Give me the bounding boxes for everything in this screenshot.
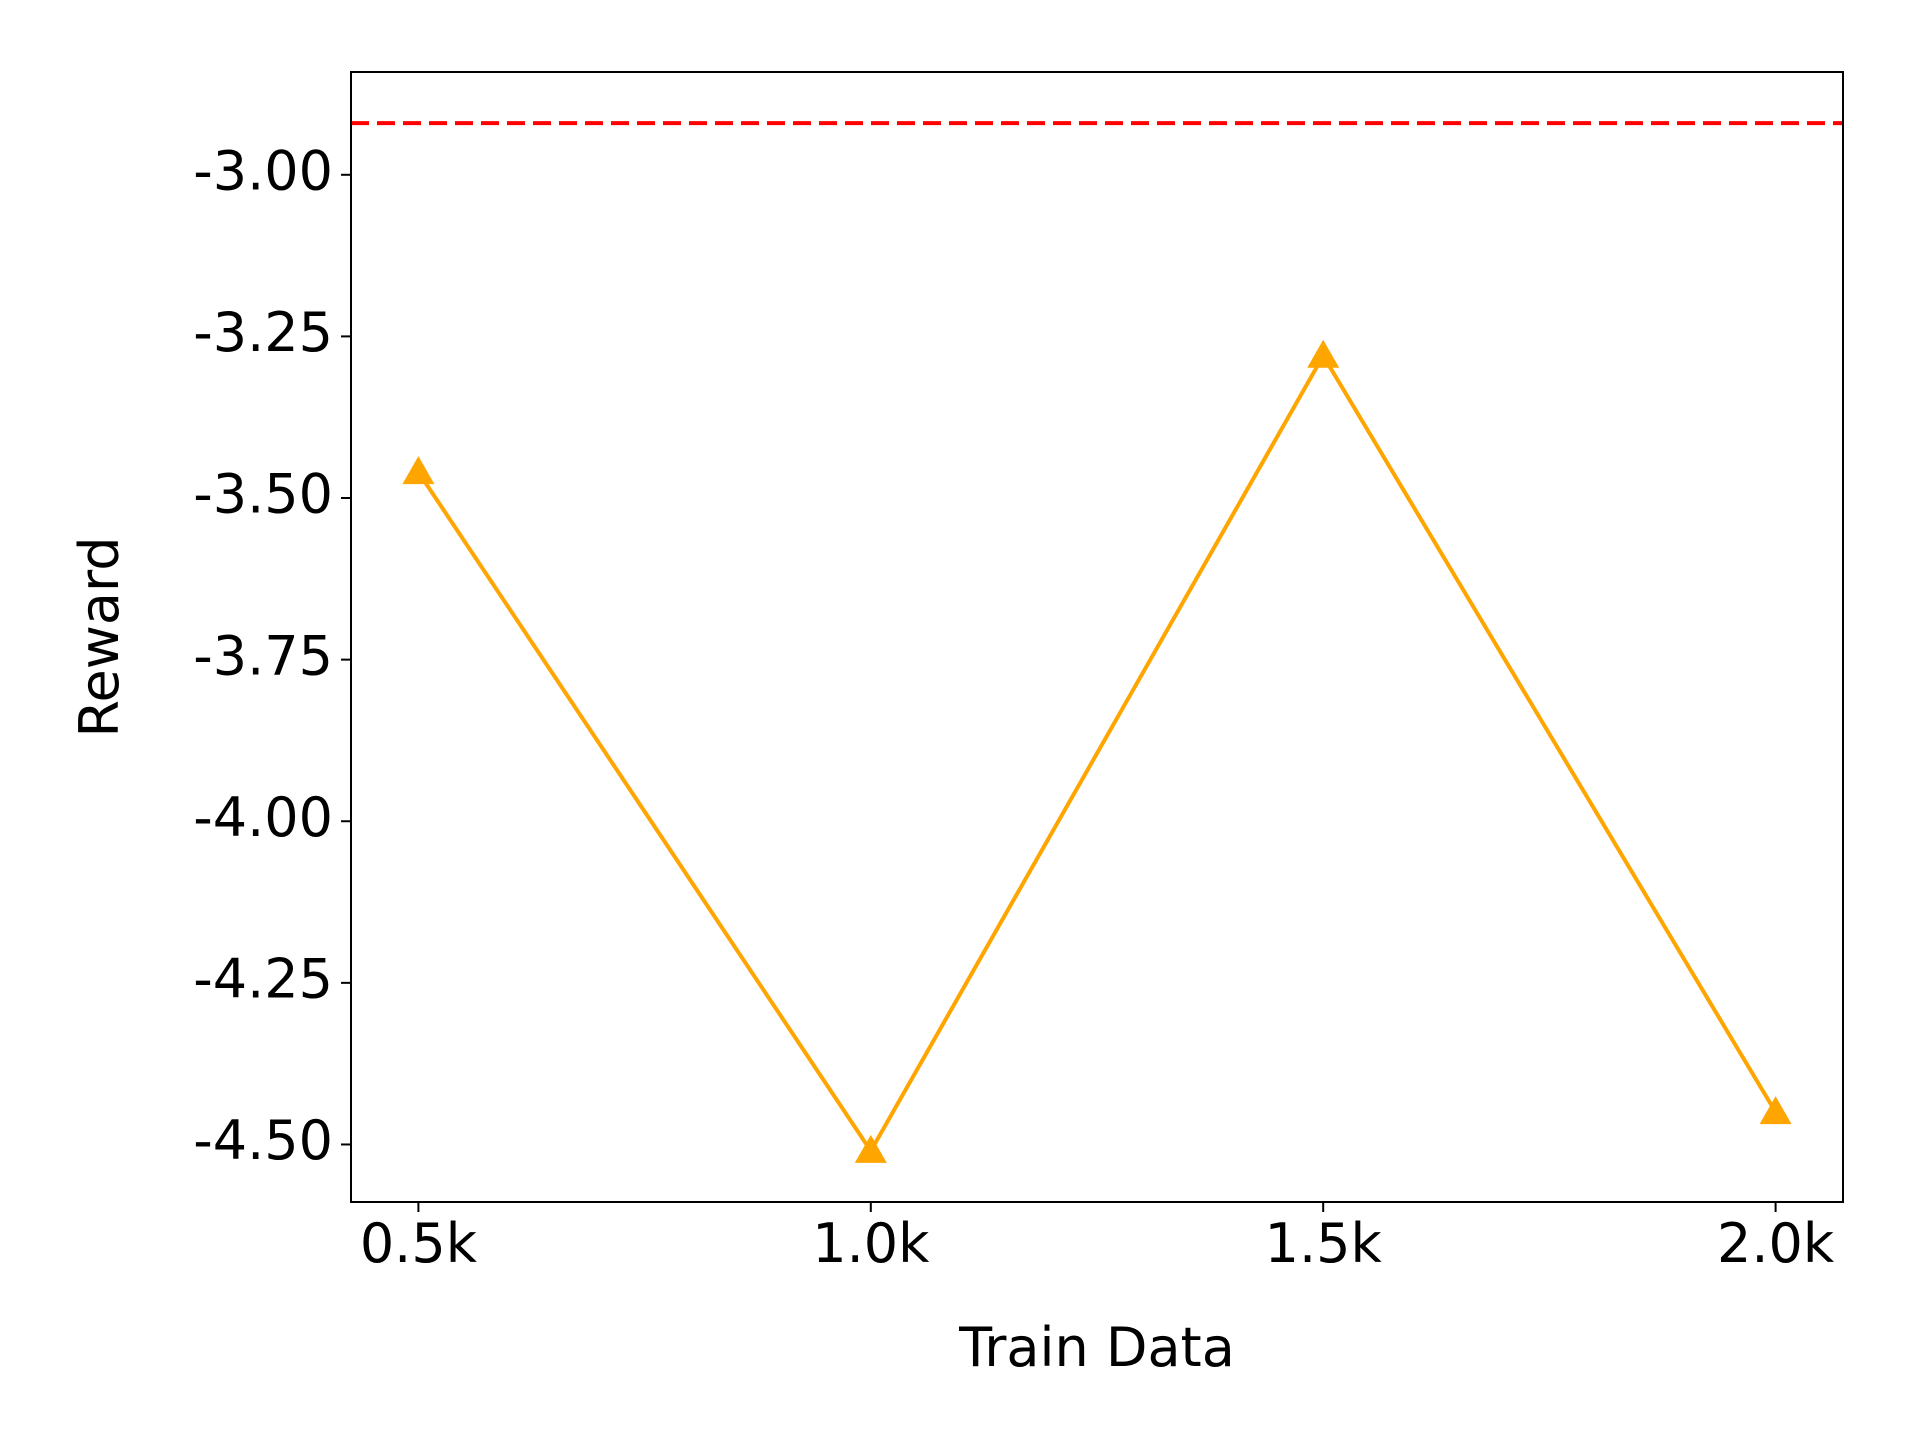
y-tick-label: -4.50 [193, 1109, 333, 1172]
y-tick-label: -4.00 [193, 786, 333, 849]
x-tick-label: 1.0k [812, 1212, 930, 1275]
x-tick-label: 2.0k [1717, 1212, 1835, 1275]
marker [1307, 339, 1340, 368]
plot-frame [350, 71, 1844, 1203]
y-tick-label: -3.00 [193, 139, 333, 202]
marker [1759, 1096, 1792, 1125]
x-tick-label: 1.5k [1265, 1212, 1383, 1275]
marker [854, 1134, 887, 1163]
x-tick-label: 0.5k [360, 1212, 478, 1275]
y-tick-label: -3.50 [193, 463, 333, 526]
marker [402, 456, 435, 485]
x-axis-label: Train Data [958, 1316, 1235, 1379]
data-line [416, 351, 1778, 1155]
y-axis-label: Reward [68, 536, 131, 737]
y-tick-label: -4.25 [193, 947, 333, 1010]
y-tick-label: -3.25 [193, 301, 333, 364]
y-tick-label: -3.75 [193, 624, 333, 687]
